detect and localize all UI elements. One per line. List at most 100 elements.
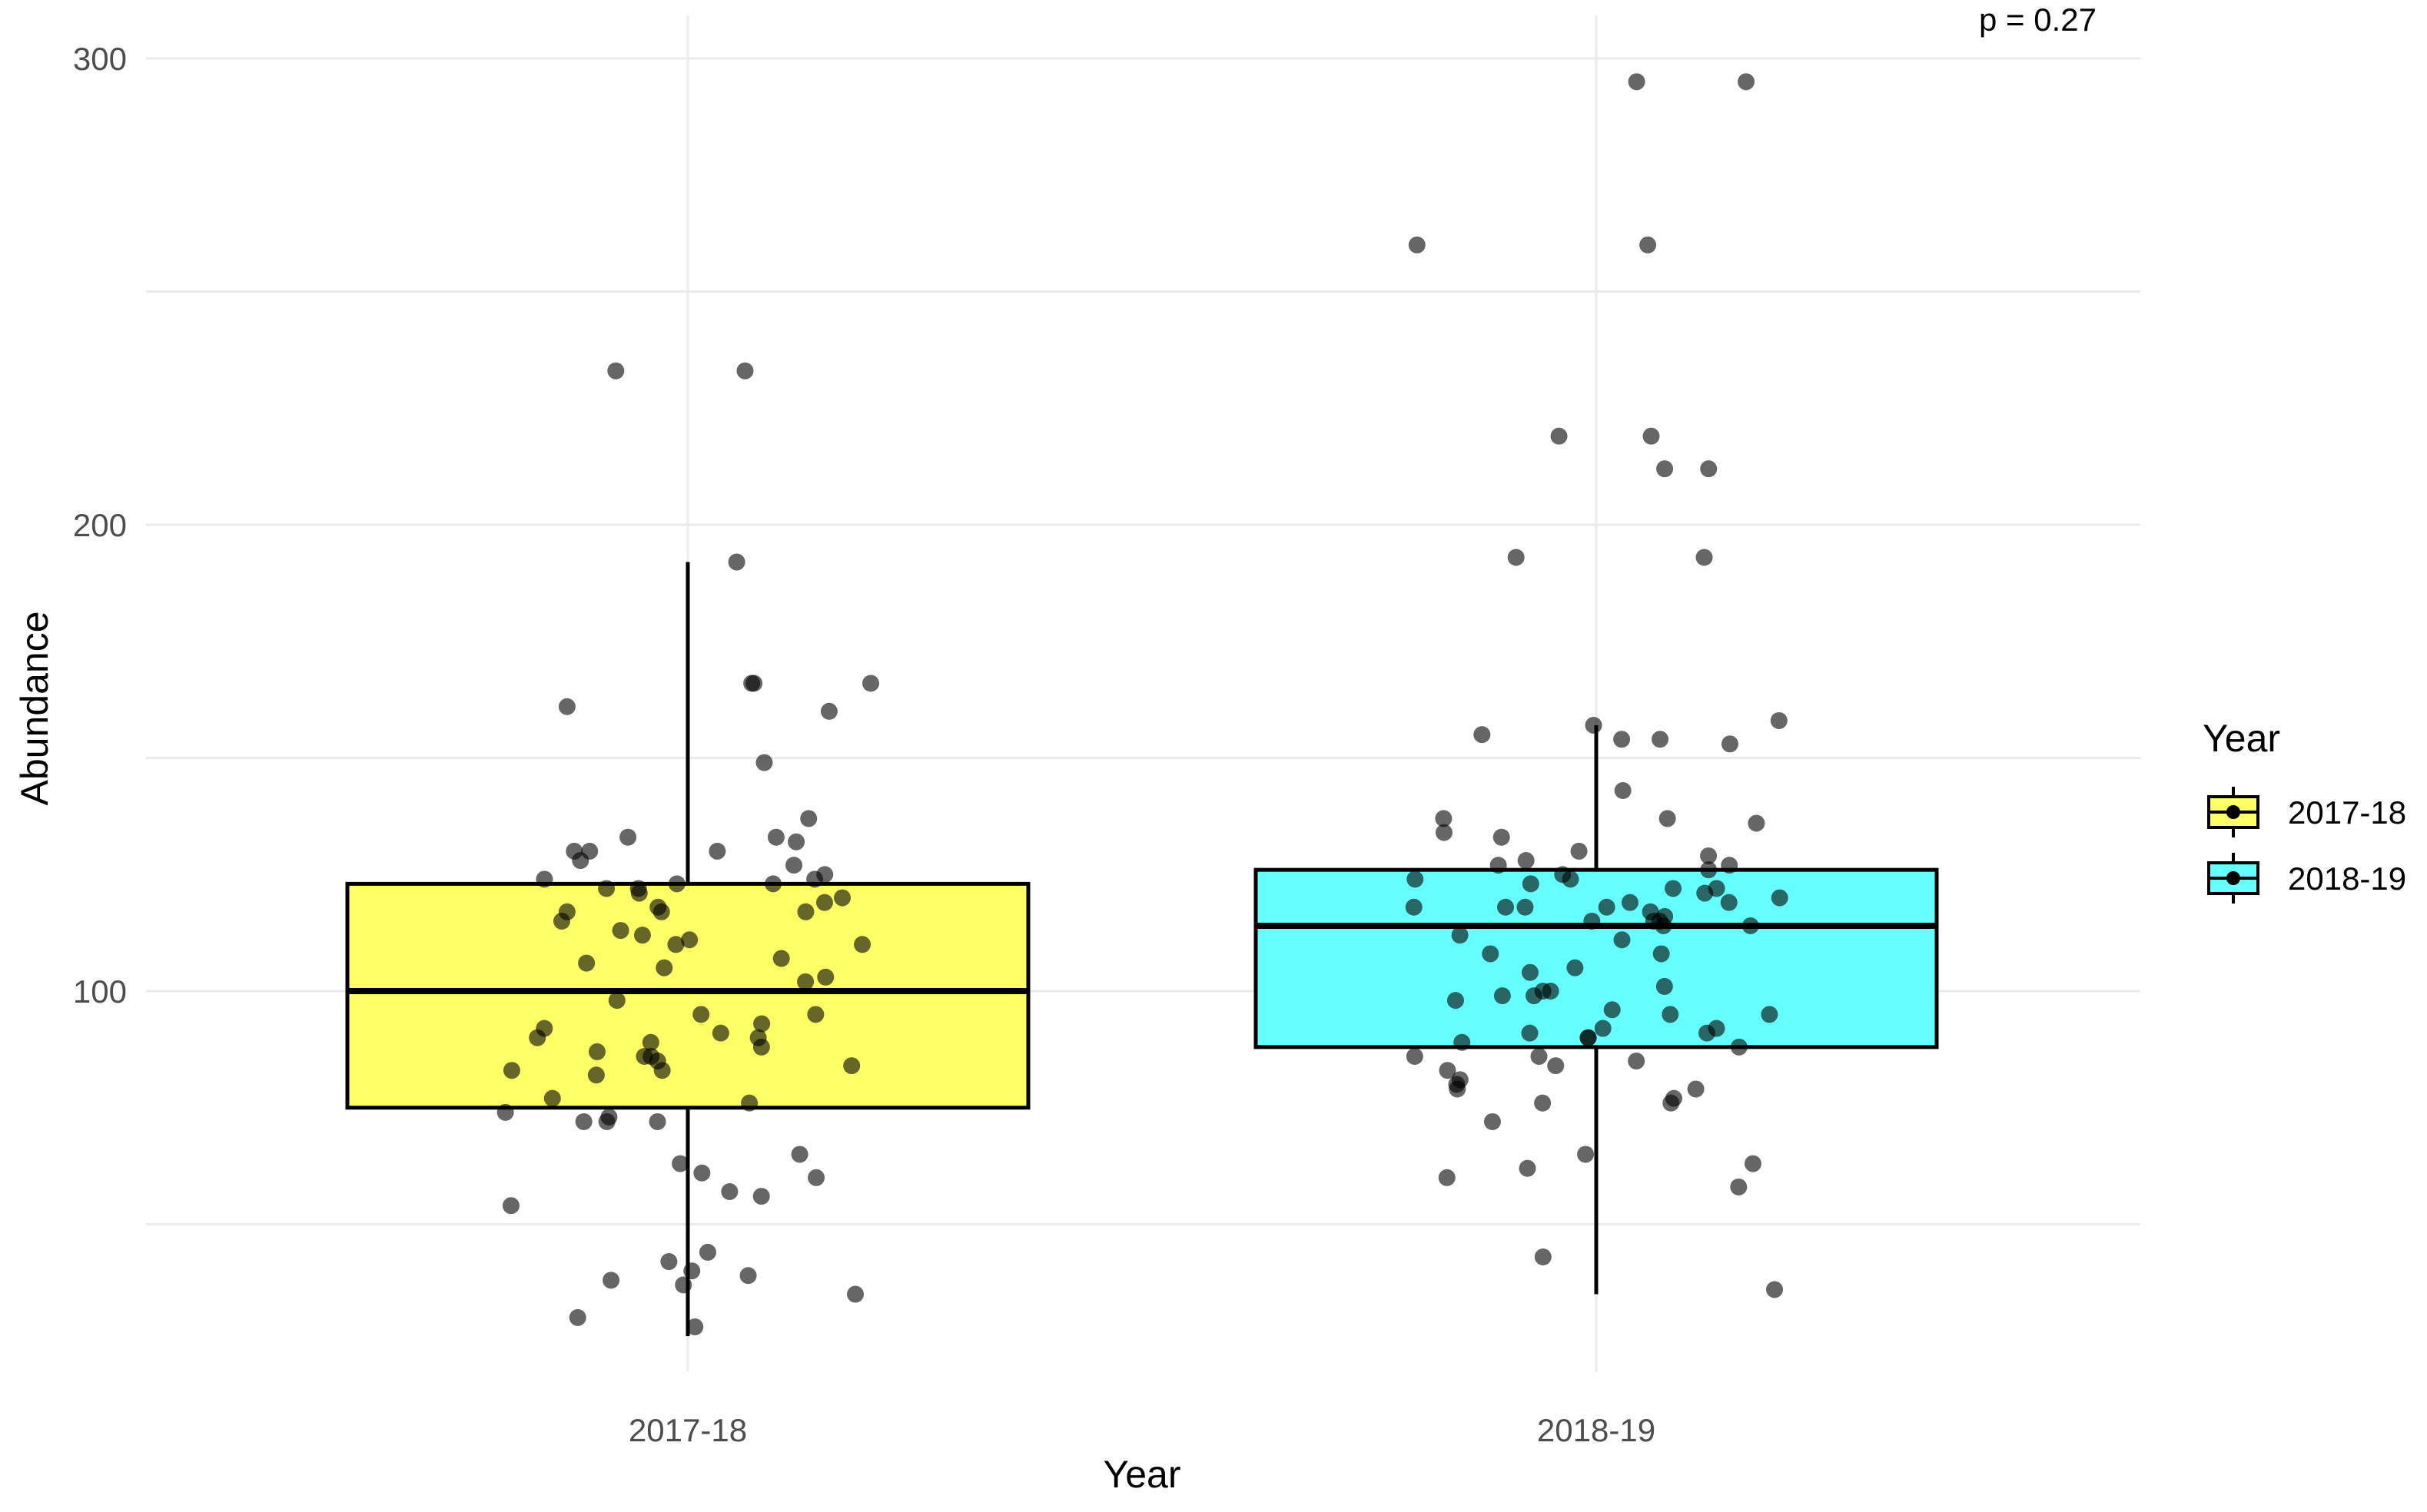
data-point [1730,1038,1748,1056]
data-point [686,1318,704,1336]
p-value-annotation: p = 0.27 [1979,2,2097,38]
data-point [1658,810,1676,827]
data-point [502,1197,520,1215]
data-point [1720,894,1738,911]
data-point [1521,1024,1539,1042]
data-point [656,959,673,976]
box-body [345,881,1031,1110]
data-point [1525,987,1542,1005]
data-point [1628,73,1645,91]
data-point [1598,898,1615,916]
legend: Year 2017-18 2018-19 [2203,717,2406,904]
data-point [1453,1033,1471,1051]
data-point [660,1253,678,1271]
data-point [1473,726,1491,744]
data-point [1405,898,1423,916]
data-point [693,1164,711,1182]
legend-key-point [2226,871,2240,885]
data-point [598,1112,616,1130]
data-point [1530,1047,1548,1065]
data-point [785,857,803,874]
data-point [1406,870,1424,888]
data-point [1483,1112,1501,1130]
data-point [820,702,838,720]
data-point [800,810,818,827]
data-point [672,1155,689,1172]
data-point [847,1285,865,1303]
data-point [1435,824,1453,841]
data-point [1566,959,1584,976]
data-point [681,931,699,949]
data-point [1652,731,1669,748]
data-point [1542,983,1559,1000]
data-point [1744,1155,1761,1172]
legend-entry-2017-18: 2017-18 [2207,787,2406,837]
data-point [1492,828,1510,846]
data-point [1562,870,1579,888]
box-2018-19 [1253,725,1939,1295]
data-point [1438,1169,1456,1186]
legend-title: Year [2203,717,2280,760]
data-point [1665,880,1682,897]
data-point [772,950,790,967]
data-point [797,973,815,990]
data-point [833,889,851,907]
data-point [1695,549,1713,566]
data-point [607,362,625,380]
data-point [1700,861,1718,879]
data-point [652,903,670,920]
data-point [1748,814,1765,832]
data-point [1652,945,1670,963]
data-point [1687,1080,1705,1098]
data-point [1721,857,1738,874]
data-point [736,362,754,380]
data-point [578,954,596,972]
data-point [649,1112,666,1130]
data-point [699,1243,716,1261]
data-point [806,870,824,888]
data-point [569,1308,586,1326]
x-tick-label: 2017-18 [629,1412,747,1448]
y-tick-label: 100 [73,973,127,1010]
data-point [1614,781,1632,799]
data-point [709,842,726,860]
data-point [1721,735,1738,753]
data-point [721,1183,739,1201]
data-point [1497,898,1515,916]
data-point [1761,1006,1778,1023]
data-point [1534,1094,1552,1112]
data-point [1577,1146,1595,1163]
data-point [572,852,589,870]
data-point [575,1112,593,1130]
data-point [1698,1024,1716,1042]
data-point [1621,894,1638,911]
data-point [1408,236,1426,254]
data-point [752,1188,770,1205]
data-point [788,833,805,850]
legend-entry-2018-19: 2018-19 [2207,853,2406,904]
data-point [1550,427,1568,445]
data-point [1446,992,1464,1010]
data-point [753,1015,771,1033]
data-point [1516,898,1534,916]
data-point [1489,857,1507,874]
data-point [1517,852,1535,870]
data-point [529,1029,546,1046]
data-point [1766,1281,1784,1298]
data-point [619,828,637,846]
data-point [558,698,576,715]
data-point [791,1146,808,1163]
data-point [862,675,880,692]
data-point [797,903,815,920]
data-point [1700,847,1718,864]
jitter-points-layer [496,73,1788,1336]
data-point [1628,1053,1645,1070]
data-point [1662,1006,1679,1023]
data-point [1579,1029,1597,1046]
data-point [1594,1020,1612,1037]
data-point [588,1043,606,1060]
data-point [817,968,835,986]
data-point [1696,884,1714,902]
data-point [608,992,626,1010]
